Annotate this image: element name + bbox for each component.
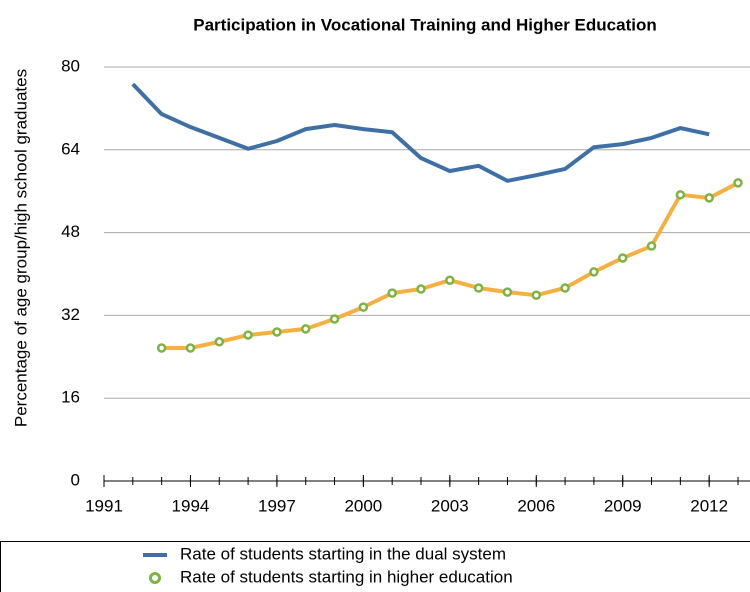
marker [473, 283, 484, 293]
y-tick-label: 48 [61, 222, 80, 241]
x-tick-label: 2000 [344, 496, 382, 515]
marker [214, 337, 225, 347]
marker [185, 343, 196, 353]
y-tick-label: 80 [61, 56, 80, 75]
x-tick-label: 2012 [690, 496, 728, 515]
legend-label: Rate of students starting in the dual sy… [180, 544, 506, 563]
x-tick-label: 2009 [604, 496, 642, 515]
marker [617, 253, 628, 263]
marker [733, 178, 743, 188]
legend-label: Rate of students starting in higher educ… [180, 567, 513, 586]
marker [675, 190, 686, 200]
marker [272, 327, 282, 337]
marker [300, 324, 311, 334]
y-tick-label: 32 [61, 305, 80, 324]
series-line [161, 181, 739, 351]
marker [589, 267, 599, 277]
x-tick-label: 2003 [431, 496, 469, 515]
x-tick-label: 2006 [517, 496, 555, 515]
marker [646, 241, 657, 251]
marker [502, 287, 513, 297]
x-tick-label: 1997 [258, 496, 296, 515]
marker [243, 330, 253, 340]
series-line [131, 82, 710, 183]
chart-title: Participation in Vocational Training and… [193, 15, 656, 34]
x-tick-label: 1994 [172, 496, 210, 515]
x-tick-label: 1991 [85, 496, 123, 515]
marker [560, 283, 570, 293]
legend-marker [149, 572, 161, 584]
marker [416, 284, 426, 294]
marker [329, 314, 340, 324]
marker [156, 343, 167, 353]
marker [358, 302, 369, 312]
legend-box [0, 541, 750, 592]
marker [387, 288, 397, 298]
marker [704, 193, 714, 203]
marker [445, 275, 455, 285]
y-tick-label: 0 [71, 470, 80, 489]
y-axis-label: Percentage of age group/high school grad… [11, 69, 30, 427]
y-tick-label: 16 [61, 388, 80, 407]
marker [531, 290, 542, 300]
y-tick-label: 64 [61, 139, 80, 158]
